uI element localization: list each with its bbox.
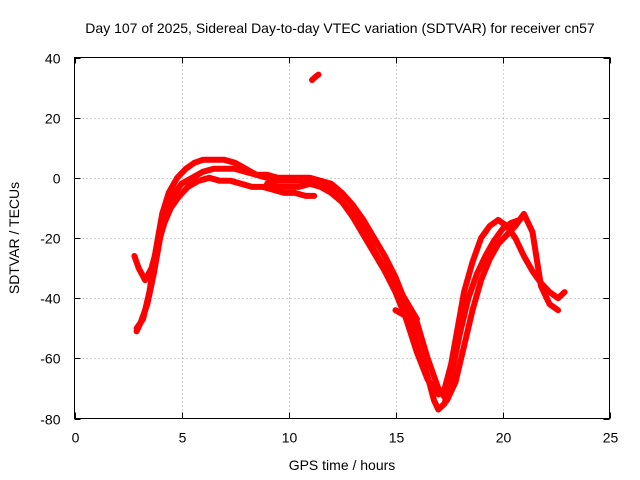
- x-tick-label: 15: [389, 430, 405, 446]
- x-tick-label: 5: [179, 430, 187, 446]
- series-line-track-a: [133, 165, 523, 413]
- x-axis-label: GPS time / hours: [289, 457, 396, 473]
- y-tick-label: -40: [40, 291, 60, 307]
- series-line-track-b: [133, 156, 568, 398]
- y-tick-label: -80: [40, 412, 60, 428]
- axis-ticks: 0 5 10 15 20 25 -80 -60 -40 -20 0 20 40: [40, 51, 618, 446]
- x-tick-label: 20: [496, 430, 512, 446]
- x-tick-label: 25: [603, 430, 619, 446]
- series-line-track-e: [392, 210, 562, 404]
- gridlines: [74, 57, 610, 419]
- chart-title: Day 107 of 2025, Sidereal Day-to-day VTE…: [85, 20, 595, 36]
- y-tick-label: 20: [45, 111, 61, 127]
- series-line-track-f: [309, 71, 322, 84]
- series-line-track-c: [131, 174, 318, 284]
- y-tick-label: 40: [45, 51, 61, 67]
- y-axis-label: SDTVAR / TECUs: [6, 182, 22, 294]
- y-tick-label: -60: [40, 351, 60, 367]
- x-tick-label: 10: [282, 430, 298, 446]
- y-tick-label: -20: [40, 231, 60, 247]
- series-line-track-d: [264, 180, 420, 323]
- y-tick-label: 0: [53, 171, 61, 187]
- x-tick-label: 0: [72, 430, 80, 446]
- data-series: [131, 71, 568, 413]
